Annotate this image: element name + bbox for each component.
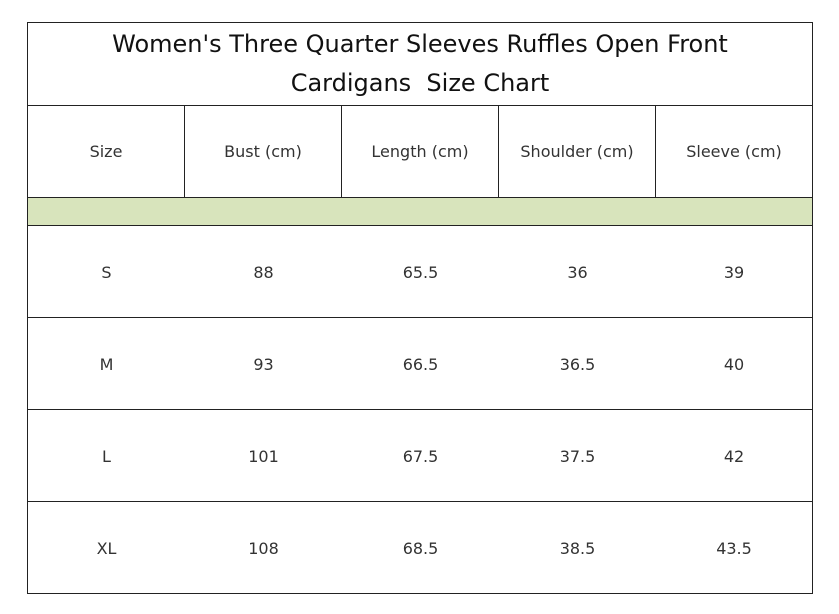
size-chart-table: Women's Three Quarter Sleeves Ruffles Op…: [27, 22, 813, 594]
cell-sleeve: 39: [723, 262, 745, 282]
table-row: L 101 67.5 37.5 42: [28, 410, 812, 502]
cell-size: M: [99, 354, 114, 374]
cell-shoulder: 38.5: [559, 538, 596, 558]
cell-size: L: [102, 446, 111, 466]
header-row: Size Bust (cm) Length (cm) Shoulder (cm)…: [28, 106, 812, 198]
table-row: XL 108 68.5 38.5 43.5: [28, 502, 812, 594]
cell-bust: 93: [253, 354, 274, 374]
cell-sleeve: 40: [723, 354, 745, 374]
chart-title-line-2: Cardigans Size Chart: [290, 69, 550, 97]
cell-bust: 88: [253, 262, 274, 282]
header-sleeve: Sleeve (cm): [686, 142, 782, 161]
color-band: [28, 198, 812, 226]
cell-bust: 108: [248, 538, 279, 558]
chart-title-text: Women's Three Quarter Sleeves Ruffles Op…: [112, 25, 728, 103]
header-bust: Bust (cm): [185, 106, 342, 197]
chart-title: Women's Three Quarter Sleeves Ruffles Op…: [28, 23, 812, 106]
cell-sleeve: 43.5: [716, 538, 752, 558]
cell-shoulder: 36.5: [559, 354, 596, 374]
header-shoulder: Shoulder (cm): [499, 106, 656, 197]
chart-title-line-1: Women's Three Quarter Sleeves Ruffles Op…: [112, 30, 728, 58]
cell-length: 67.5: [402, 446, 439, 466]
data-rows: S 88 65.5 36 39 M 93 66.5 36.5 40 L 101 …: [28, 226, 812, 594]
cell-bust: 101: [248, 446, 279, 466]
header-length: Length (cm): [342, 106, 499, 197]
cell-length: 66.5: [402, 354, 439, 374]
cell-shoulder: 37.5: [559, 446, 596, 466]
header-size: Size: [28, 106, 185, 197]
cell-size: XL: [96, 538, 117, 558]
table-row: M 93 66.5 36.5 40: [28, 318, 812, 410]
cell-length: 65.5: [402, 262, 439, 282]
cell-shoulder: 36: [567, 262, 588, 282]
cell-length: 68.5: [402, 538, 439, 558]
cell-sleeve: 42: [723, 446, 745, 466]
cell-size: S: [101, 262, 112, 282]
table-row: S 88 65.5 36 39: [28, 226, 812, 318]
